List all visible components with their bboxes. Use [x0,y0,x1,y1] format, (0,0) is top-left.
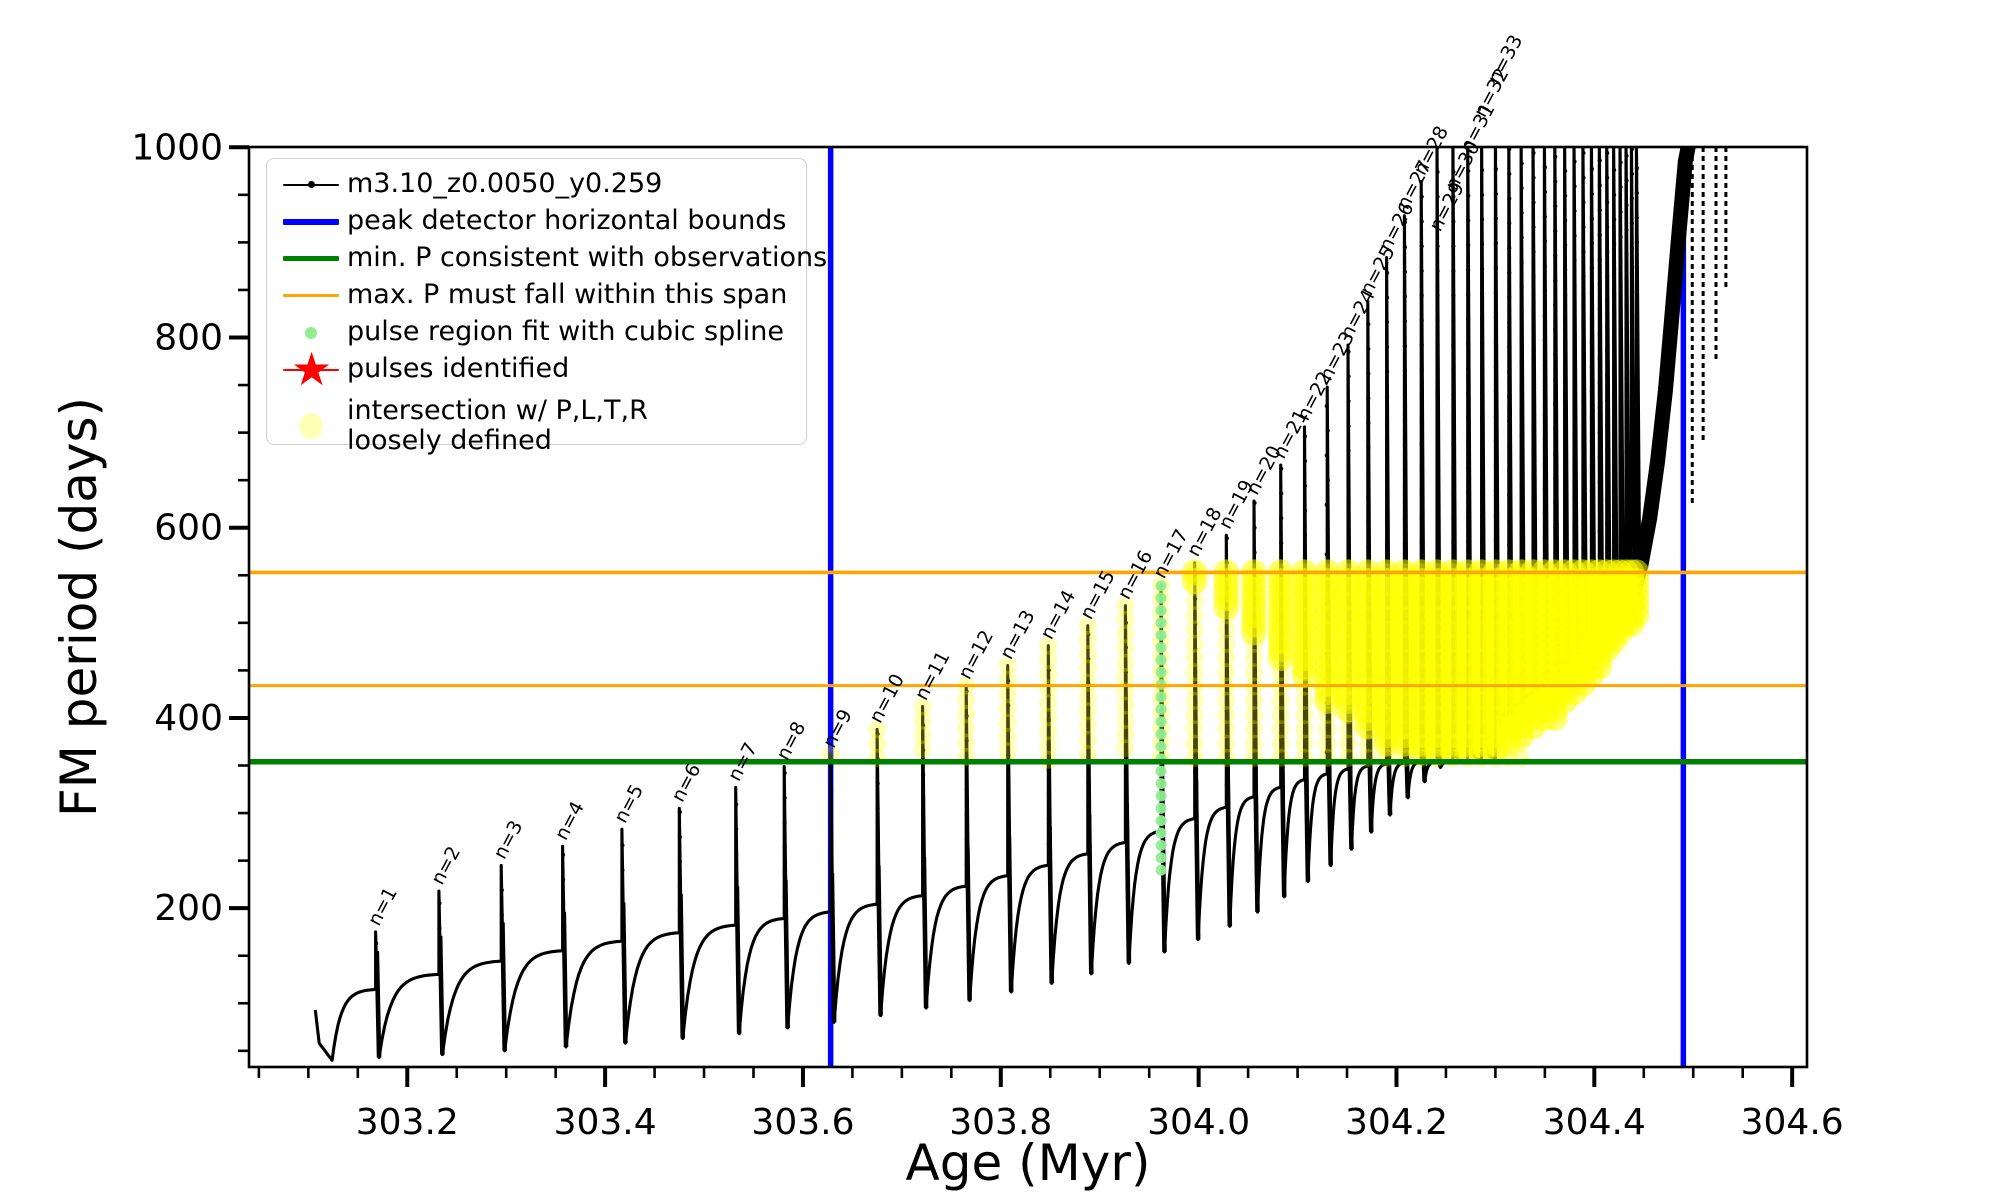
pulse-label: n=8 [772,718,810,764]
x-tick-label: 303.4 [554,1102,657,1143]
y-tick-label: 600 [154,508,223,549]
pulse-tail [921,856,929,1009]
pulse-tail [783,879,790,1029]
x-tick-label: 304.2 [1345,1102,1448,1143]
legend-item-series: m3.10_z0.0050_y0.259 [267,166,806,203]
y-tick-label: 800 [154,318,223,359]
pulse-tail [437,935,445,1055]
pulse-tail [829,872,837,1023]
final-rise-track [1622,147,1696,612]
pulse-tail [1326,735,1333,866]
red-star-icon: ★ [275,346,347,392]
pulse-tail [500,922,508,1051]
legend: m3.10_z0.0050_y0.259 peak detector horiz… [266,158,827,456]
pulse-label: n=28 [1409,123,1453,179]
pulse-label: n=6 [667,760,705,806]
yellow-dot-icon [275,413,347,439]
pulse-tail [678,893,686,1039]
pulse-tail [1086,814,1094,974]
pulse-label: n=15 [1076,567,1120,623]
legend-label-peak-bounds: peak detector horizontal bounds [347,205,787,237]
pulse-tail [1346,730,1354,850]
x-tick-label: 304.4 [1543,1102,1646,1143]
pulse-label: n=11 [911,648,955,704]
pulse-label: n=33 [1483,31,1527,87]
pulse-tail [1279,748,1287,897]
legend-label-pulses: pulses identified [347,353,570,385]
pulse-label: n=12 [954,627,998,683]
x-tick-label: 304.0 [1147,1102,1250,1143]
x-tick-label: 303.6 [751,1102,854,1143]
plot-frame [247,145,1809,1069]
x-tick-label: 304.6 [1741,1102,1844,1143]
pulse-tail [1006,836,1014,992]
pulse-label: n=10 [865,670,909,726]
y-tick-label: 400 [154,698,223,739]
legend-label-series: m3.10_z0.0050_y0.259 [347,168,663,200]
blue-line-icon [275,218,347,225]
series-line-dot-icon [275,170,347,200]
pulse-tail [561,911,569,1048]
pulse-tail [1124,803,1132,964]
orange-line-icon [275,294,347,297]
legend-item-peak-bounds: peak detector horizontal bounds [267,203,806,240]
pulse-tail [734,886,742,1034]
y-tick-label: 200 [154,888,223,929]
x-tick-label: 303.8 [949,1102,1052,1143]
legend-item-spline: pulse region fit with cubic spline [267,314,806,351]
pulse-tail [965,847,972,1001]
legend-label-max-p: max. P must fall within this span [347,279,788,311]
pulse-label: n=13 [996,607,1040,663]
pulse-tail [1193,779,1201,940]
lightgreen-dot-icon [275,326,347,339]
x-axis-title: Age (Myr) [906,1134,1151,1192]
pulse-label: n=9 [819,706,857,752]
plot-area [249,147,1807,1067]
y-tick-label: 1000 [131,127,223,168]
legend-label-min-p: min. P consistent with observations [347,242,828,274]
pulse-label: n=3 [489,817,527,863]
pulse-tail [1047,826,1055,984]
pulse-label: n=5 [610,781,648,827]
pulse-tail [876,865,883,1016]
legend-item-pulses: ★ pulses identified [267,346,806,392]
pulse-tail [620,902,628,1044]
legend-label-intersection: intersection w/ P,L,T,R loosely defined [347,394,648,456]
pulse-label: n=16 [1113,547,1157,603]
pulse-tail [1252,757,1260,913]
pulse-label: n=4 [551,798,589,844]
legend-item-intersection: intersection w/ P,L,T,R loosely defined [267,388,806,464]
green-line-icon [275,256,347,261]
y-axis-title: FM period (days) [50,397,108,817]
pulse-label: n=1 [364,884,402,930]
legend-item-min-p: min. P consistent with observations [267,240,827,277]
x-tick-label: 303.2 [356,1102,459,1143]
pulse-label: n=2 [427,843,465,889]
pulse-tail [1225,768,1233,927]
legend-label-spline: pulse region fit with cubic spline [347,316,784,348]
pulse-label: n=14 [1036,587,1080,643]
legend-item-max-p: max. P must fall within this span [267,277,806,314]
